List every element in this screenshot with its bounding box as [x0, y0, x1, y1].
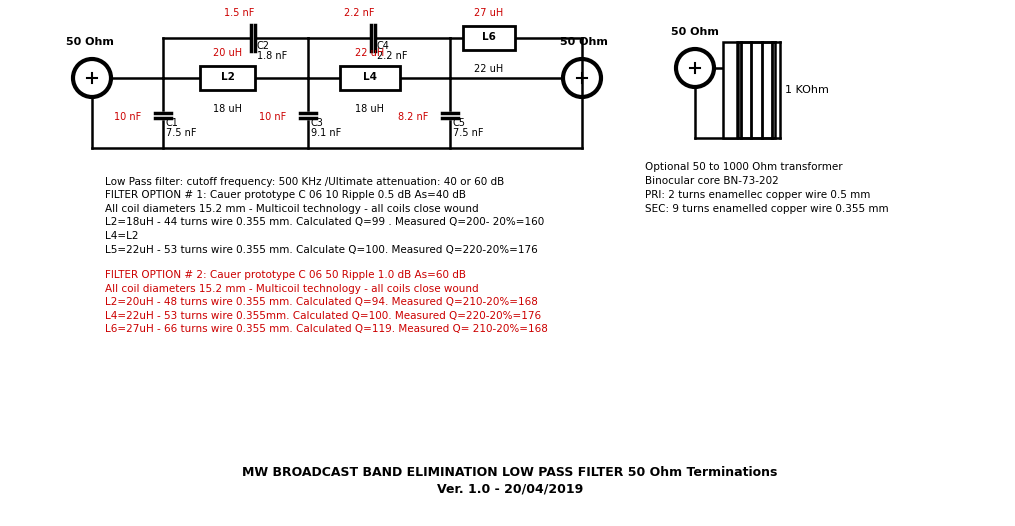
Text: 50 Ohm: 50 Ohm	[66, 37, 114, 47]
Text: 22 uH: 22 uH	[355, 48, 385, 58]
Text: All coil diameters 15.2 mm - Multicoil technology - all coils close wound: All coil diameters 15.2 mm - Multicoil t…	[105, 204, 479, 214]
Bar	[200, 66, 255, 90]
Text: 2.2 nF: 2.2 nF	[344, 8, 375, 18]
Text: 1.8 nF: 1.8 nF	[257, 51, 287, 61]
Text: L6: L6	[482, 32, 496, 42]
Bar	[738, 42, 775, 138]
Text: 22 uH: 22 uH	[474, 64, 503, 74]
Text: Low Pass filter: cutoff frequency: 500 KHz /Ultimate attenuation: 40 or 60 dB: Low Pass filter: cutoff frequency: 500 K…	[105, 177, 504, 187]
Text: L4: L4	[363, 72, 377, 82]
Bar	[340, 66, 400, 90]
Text: 1.5 nF: 1.5 nF	[224, 8, 254, 18]
Text: Optional 50 to 1000 Ohm transformer: Optional 50 to 1000 Ohm transformer	[645, 162, 842, 172]
Text: FILTER OPTION # 1: Cauer prototype C 06 10 Ripple 0.5 dB As=40 dB: FILTER OPTION # 1: Cauer prototype C 06 …	[105, 190, 466, 200]
Text: 50 Ohm: 50 Ohm	[560, 37, 608, 47]
Text: Binocular core BN-73-202: Binocular core BN-73-202	[645, 176, 779, 186]
Text: C5: C5	[453, 118, 466, 128]
Text: 20 uH: 20 uH	[213, 48, 242, 58]
Text: PRI: 2 turns enamellec copper wire 0.5 mm: PRI: 2 turns enamellec copper wire 0.5 m…	[645, 190, 871, 200]
Text: 2.2 nF: 2.2 nF	[377, 51, 407, 61]
Text: C3: C3	[311, 118, 324, 128]
Text: 18 uH: 18 uH	[355, 104, 385, 114]
Text: 10 nF: 10 nF	[114, 112, 141, 122]
Bar	[463, 26, 515, 50]
Text: 7.5 nF: 7.5 nF	[166, 128, 197, 138]
Text: 8.2 nF: 8.2 nF	[398, 112, 428, 122]
Text: 9.1 nF: 9.1 nF	[311, 128, 341, 138]
Text: MW BROADCAST BAND ELIMINATION LOW PASS FILTER 50 Ohm Terminations: MW BROADCAST BAND ELIMINATION LOW PASS F…	[243, 466, 777, 479]
Bar	[723, 42, 737, 138]
Text: 1 KOhm: 1 KOhm	[785, 85, 829, 95]
Text: C4: C4	[377, 41, 390, 51]
Text: 50 Ohm: 50 Ohm	[671, 27, 719, 37]
Text: 7.5 nF: 7.5 nF	[453, 128, 483, 138]
Text: Ver. 1.0 - 20/04/2019: Ver. 1.0 - 20/04/2019	[436, 483, 584, 496]
Text: 18 uH: 18 uH	[213, 104, 242, 114]
Text: L4=22uH - 53 turns wire 0.355mm. Calculated Q=100. Measured Q=220-20%=176: L4=22uH - 53 turns wire 0.355mm. Calcula…	[105, 310, 541, 320]
Text: L5=22uH - 53 turns wire 0.355 mm. Calculate Q=100. Measured Q=220-20%=176: L5=22uH - 53 turns wire 0.355 mm. Calcul…	[105, 245, 538, 255]
Text: SEC: 9 turns enamelled copper wire 0.355 mm: SEC: 9 turns enamelled copper wire 0.355…	[645, 204, 888, 214]
Text: L2=20uH - 48 turns wire 0.355 mm. Calculated Q=94. Measured Q=210-20%=168: L2=20uH - 48 turns wire 0.355 mm. Calcul…	[105, 297, 538, 307]
Text: L2: L2	[220, 72, 234, 82]
Text: L2=18uH - 44 turns wire 0.355 mm. Calculated Q=99 . Measured Q=200- 20%=160: L2=18uH - 44 turns wire 0.355 mm. Calcul…	[105, 217, 544, 228]
Text: 10 nF: 10 nF	[259, 112, 286, 122]
Text: L6=27uH - 66 turns wire 0.355 mm. Calculated Q=119. Measured Q= 210-20%=168: L6=27uH - 66 turns wire 0.355 mm. Calcul…	[105, 324, 548, 334]
Text: FILTER OPTION # 2: Cauer prototype C 06 50 Ripple 1.0 dB As=60 dB: FILTER OPTION # 2: Cauer prototype C 06 …	[105, 270, 466, 280]
Text: 27 uH: 27 uH	[474, 8, 503, 18]
Text: C1: C1	[166, 118, 179, 128]
Text: L4=L2: L4=L2	[105, 231, 138, 241]
Text: All coil diameters 15.2 mm - Multicoil technology - all coils close wound: All coil diameters 15.2 mm - Multicoil t…	[105, 284, 479, 294]
Text: C2: C2	[257, 41, 270, 51]
